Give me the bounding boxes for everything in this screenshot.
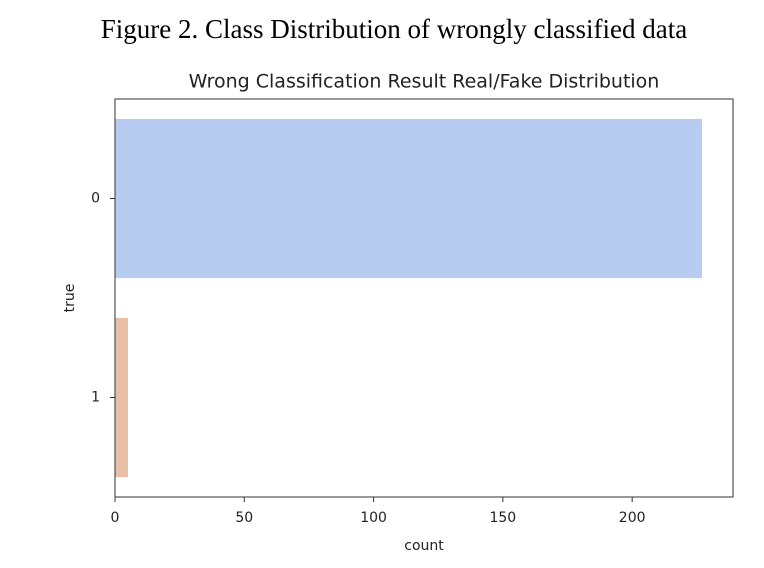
x-axis-label: count	[404, 538, 444, 554]
bar	[115, 317, 128, 478]
x-tick-label: 0	[111, 510, 120, 526]
y-tick-label: 1	[91, 390, 100, 406]
x-tick-label: 50	[235, 510, 253, 526]
x-tick-label: 200	[619, 510, 646, 526]
x-tick-label: 100	[360, 510, 387, 526]
chart-title: Wrong Classification Result Real/Fake Di…	[189, 71, 660, 93]
bar	[115, 118, 702, 279]
figure-caption: Figure 2. Class Distribution of wrongly …	[101, 14, 687, 44]
plot-frame	[114, 98, 734, 498]
x-tick-label: 150	[489, 510, 516, 526]
y-tick-label: 0	[91, 191, 100, 207]
y-axis-label: true	[62, 284, 78, 313]
